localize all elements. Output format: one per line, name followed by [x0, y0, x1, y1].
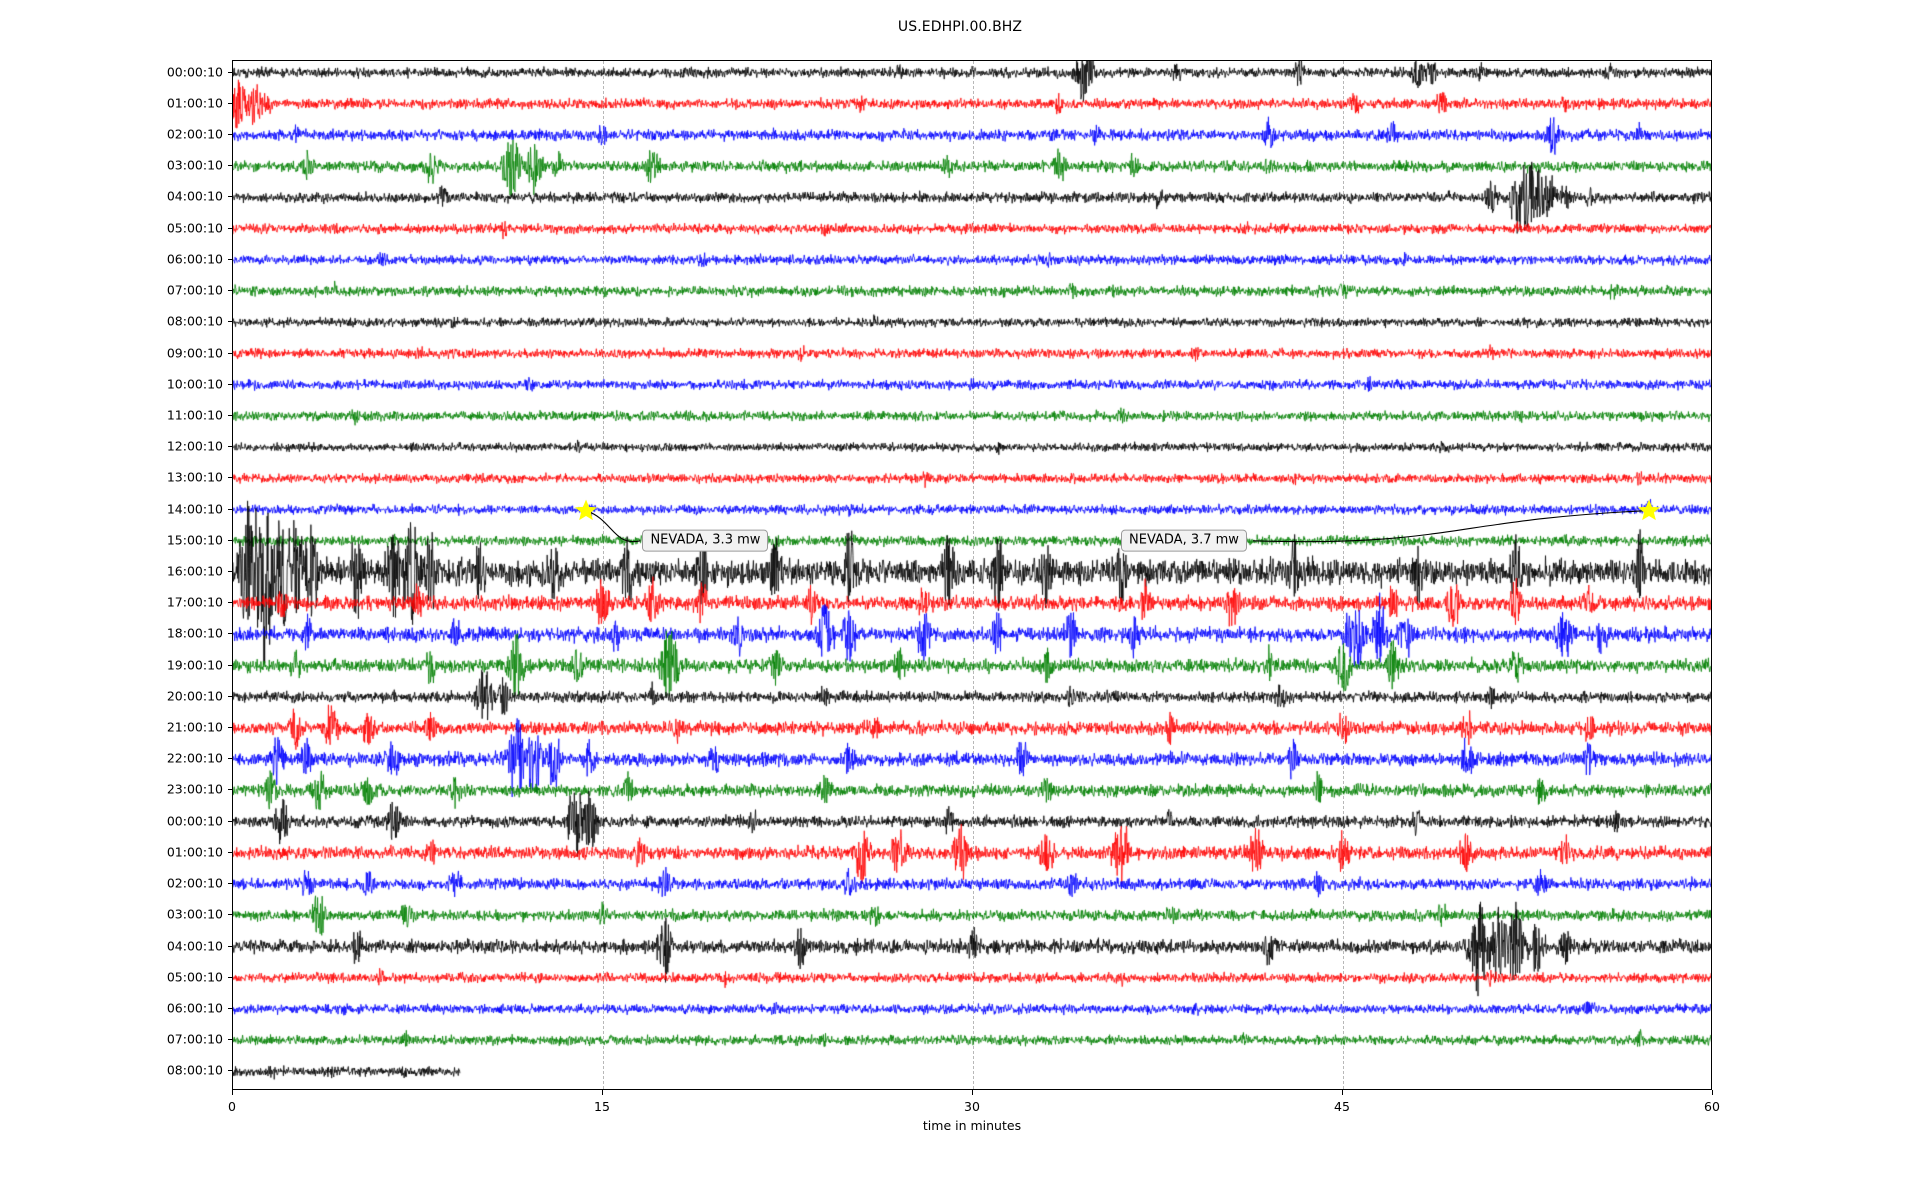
- y-axis-tick-mark: [228, 446, 232, 448]
- y-axis-tick-mark: [228, 633, 232, 635]
- x-axis-tick-label: 15: [594, 1099, 610, 1114]
- y-axis-tick-label: 08:00:10: [166, 313, 223, 329]
- y-axis-tick-label: 03:00:10: [166, 906, 223, 922]
- y-axis-tick-mark: [228, 539, 232, 541]
- y-axis-tick-label: 05:00:10: [166, 220, 223, 236]
- y-axis-tick-mark: [228, 883, 232, 885]
- y-axis-tick-label: 02:00:10: [166, 875, 223, 891]
- y-axis-tick-mark: [228, 571, 232, 572]
- x-axis-tick-label: 30: [964, 1099, 980, 1114]
- y-axis-tick-label: 18:00:10: [166, 625, 223, 641]
- annotation-connectors: [585, 510, 1649, 543]
- x-axis-tick-label: 60: [1704, 1099, 1720, 1114]
- y-axis-tick-label: 07:00:10: [166, 1031, 223, 1047]
- annotation-connector-line: [1252, 510, 1649, 543]
- event-star-marker[interactable]: [574, 499, 597, 521]
- y-axis-tick-label: 04:00:10: [166, 188, 223, 204]
- annotation-label-nevada-37[interactable]: NEVADA, 3.7 mw: [1121, 529, 1247, 553]
- y-axis-tick-mark: [228, 1039, 232, 1041]
- y-axis-tick-mark: [228, 820, 232, 822]
- y-axis-tick-label: 01:00:10: [166, 844, 223, 860]
- y-axis-tick-label: 12:00:10: [166, 438, 223, 454]
- y-axis-tick-mark: [228, 290, 232, 292]
- y-axis-tick-mark: [228, 695, 232, 697]
- y-axis-tick-mark: [228, 945, 232, 947]
- y-axis-tick-mark: [228, 602, 232, 604]
- y-axis-tick-mark: [228, 976, 232, 978]
- y-axis-tick-label: 15:00:10: [166, 532, 223, 548]
- y-axis-tick-mark: [228, 914, 232, 916]
- annotations-layer: NEVADA, 3.3 mw NEVADA, 3.7 mw: [233, 61, 1711, 1089]
- y-axis-tick-mark: [228, 352, 232, 354]
- y-axis-tick-label: 21:00:10: [166, 719, 223, 735]
- y-axis-tick-label: 10:00:10: [166, 376, 223, 392]
- x-axis-label: time in minutes: [922, 1118, 1022, 1133]
- y-axis-tick-label: 23:00:10: [166, 781, 223, 797]
- y-axis-tick-label: 22:00:10: [166, 750, 223, 766]
- y-axis-tick-mark: [228, 258, 232, 260]
- y-axis-tick-label: 08:00:10: [166, 1062, 223, 1078]
- y-axis-tick-mark: [228, 383, 232, 385]
- y-axis-tick-mark: [228, 477, 232, 479]
- y-axis-tick-label: 02:00:10: [166, 126, 223, 142]
- x-axis-tick-mark: [602, 1090, 603, 1095]
- y-axis-tick-label: 06:00:10: [166, 251, 223, 267]
- y-axis-tick-mark: [228, 196, 232, 198]
- y-axis-tick-mark: [228, 789, 232, 791]
- plot-axes: NEVADA, 3.3 mw NEVADA, 3.7 mw: [232, 60, 1712, 1090]
- y-axis-tick-label: 16:00:10: [166, 563, 223, 579]
- y-axis-tick-label: 01:00:10: [166, 95, 223, 111]
- y-axis-tick-mark: [228, 1007, 232, 1009]
- y-axis-tick-label: 13:00:10: [166, 469, 223, 485]
- y-axis-tick-label: 00:00:10: [166, 813, 223, 829]
- page-title: US.EDHPI.00.BHZ: [897, 19, 1023, 35]
- y-axis-tick-label: 20:00:10: [166, 688, 223, 704]
- y-axis-tick-mark: [228, 727, 232, 729]
- y-axis-tick-mark: [228, 227, 232, 229]
- x-axis-tick-mark: [1712, 1090, 1713, 1095]
- y-axis-tick-label: 04:00:10: [166, 938, 223, 954]
- annotation-connector-line: [585, 510, 641, 543]
- y-axis-tick-label: 06:00:10: [166, 1000, 223, 1016]
- y-axis-tick-mark: [228, 664, 232, 666]
- y-axis-tick-label: 14:00:10: [166, 501, 223, 517]
- y-axis-tick-mark: [228, 165, 232, 167]
- x-axis-tick-mark: [232, 1090, 233, 1095]
- y-axis-tick-mark: [228, 134, 232, 136]
- annotation-label-nevada-33[interactable]: NEVADA, 3.3 mw: [642, 529, 769, 553]
- x-axis-tick-label: 0: [228, 1099, 236, 1114]
- y-axis-tick-mark: [228, 851, 232, 853]
- y-axis-tick-mark: [228, 508, 232, 510]
- y-axis-tick-mark: [228, 71, 232, 73]
- y-axis-tick-mark: [228, 102, 232, 104]
- y-axis-tick-label: 09:00:10: [166, 345, 223, 360]
- y-axis-tick-label: 03:00:10: [166, 157, 223, 173]
- y-axis-tick-mark: [228, 321, 232, 323]
- event-star-marker[interactable]: [1637, 499, 1660, 521]
- y-axis-tick-mark: [228, 758, 232, 760]
- y-axis-tick-label: 05:00:10: [166, 969, 223, 985]
- y-axis-tick-label: 11:00:10: [166, 407, 223, 423]
- x-axis-tick-label: 45: [1334, 1099, 1350, 1114]
- x-axis-tick-mark: [1342, 1090, 1343, 1095]
- y-axis-tick-label: 00:00:10: [166, 64, 223, 80]
- x-axis-tick-mark: [972, 1090, 973, 1095]
- y-axis-tick-label: 19:00:10: [166, 657, 223, 673]
- y-axis-tick-mark: [228, 414, 232, 416]
- waveform-traces-canvas: [233, 61, 1711, 1089]
- y-axis-tick-label: 17:00:10: [166, 594, 223, 610]
- y-axis-tick-mark: [228, 1070, 232, 1072]
- y-axis-tick-label: 07:00:10: [166, 282, 223, 298]
